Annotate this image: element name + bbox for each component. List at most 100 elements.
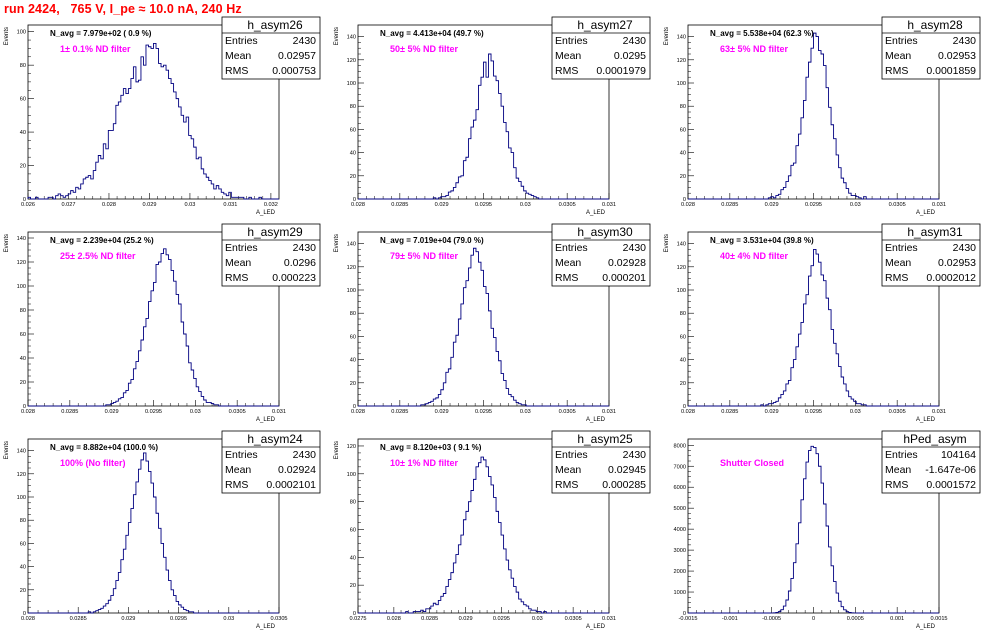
x-tick-label: 0.0285 (391, 202, 408, 208)
histogram-svg: 0.028 0.0285 0.029 0.0295 0.03 0.0305 0.031 0 20… (334, 16, 651, 216)
x-tick-label: 0.029 (459, 616, 473, 622)
y-tick-label: 140 (347, 242, 356, 248)
stat-key-rms: RMS (225, 272, 248, 284)
x-tick-label: 0.0295 (145, 409, 162, 415)
x-tick-label: 0.0295 (805, 409, 822, 415)
x-tick-label: 0.028 (681, 202, 695, 208)
y-tick-label: 0 (683, 197, 686, 203)
stats-box (221, 16, 321, 80)
x-tick-label: 0.028 (21, 409, 35, 415)
x-axis-label: A_LED (916, 210, 936, 216)
x-tick-label: 0.03 (520, 202, 531, 208)
stat-value-rms: 0.0002012 (926, 272, 976, 284)
filter-label: 63± 5% ND filter (720, 44, 788, 54)
x-tick-label: -0.0005 (762, 616, 781, 622)
x-tick-label: 0.0295 (170, 616, 187, 622)
y-tick-label: 4000 (674, 527, 686, 533)
histogram-title: h_asym29 (247, 225, 303, 239)
histogram-series (28, 452, 279, 614)
histogram-svg: 0.026 0.027 0.028 0.029 0.03 0.031 0.032 0 20 40 6… (4, 16, 321, 216)
stat-value-mean: 0.02924 (278, 464, 316, 476)
y-tick-label: 20 (680, 381, 686, 387)
stat-value-entries: 2430 (623, 449, 647, 461)
x-tick-label: 0.0295 (475, 409, 492, 415)
y-tick-label: 120 (347, 265, 356, 271)
x-tick-label: 0.0285 (391, 409, 408, 415)
histogram-pad-h_asym25: 0.0275 0.028 0.0285 0.029 0.0295 0.03 0.0305 0.… (330, 430, 660, 635)
stat-key-mean: Mean (885, 50, 911, 62)
x-tick-label: 0.0305 (229, 409, 246, 415)
n-avg-text: N_avg = 8.120e+03 ( 9.1 %) (380, 443, 482, 452)
x-tick-label: 0.029 (765, 409, 779, 415)
stat-value-mean: -1.647e-06 (925, 464, 976, 476)
stat-value-rms: 0.000753 (272, 65, 316, 77)
x-tick-label: -0.001 (722, 616, 738, 622)
y-tick-label: 40 (20, 130, 26, 136)
histogram-pad-h_asym24: 0.028 0.0285 0.029 0.0295 0.03 0.0305 0 20 40 60 8… (0, 430, 330, 635)
y-tick-label: 2000 (674, 569, 686, 575)
x-tick-label: 0.0305 (559, 202, 576, 208)
x-tick-label: 0.03 (223, 616, 234, 622)
x-tick-label: 0.028 (351, 202, 365, 208)
y-tick-label: 120 (347, 444, 356, 450)
y-axis-label: Events (334, 234, 340, 252)
x-tick-label: 0.028 (351, 409, 365, 415)
y-tick-label: 0 (353, 404, 356, 410)
y-tick-label: 0 (23, 611, 26, 617)
stat-value-mean: 0.02928 (608, 257, 646, 269)
stat-key-mean: Mean (555, 464, 581, 476)
stat-value-entries: 2430 (293, 35, 317, 47)
y-axis-label: Events (4, 234, 10, 252)
stat-value-rms: 0.0001979 (596, 65, 646, 77)
stats-box (551, 223, 651, 287)
stat-key-rms: RMS (555, 272, 578, 284)
x-tick-label: 0.027 (61, 202, 75, 208)
histogram-series (688, 445, 939, 614)
stat-value-mean: 0.02957 (278, 50, 316, 62)
histogram-title: hPed_asym (903, 432, 966, 446)
stats-box (221, 223, 321, 287)
y-tick-label: 0 (353, 611, 356, 617)
y-tick-label: 0 (353, 197, 356, 203)
x-tick-label: 0.03 (850, 202, 861, 208)
n-avg-text: N_avg = 8.882e+04 (100.0 %) (50, 443, 158, 452)
y-tick-label: 20 (350, 174, 356, 180)
y-tick-label: 80 (20, 308, 26, 314)
histogram-svg: 0.028 0.0285 0.029 0.0295 0.03 0.0305 0.031 0 20… (334, 223, 651, 423)
histogram-pad-h_asym27: 0.028 0.0285 0.029 0.0295 0.03 0.0305 0.031 0 20… (330, 16, 660, 221)
y-tick-label: 60 (350, 334, 356, 340)
y-axis-label: Events (4, 441, 10, 459)
stat-value-mean: 0.02945 (608, 464, 646, 476)
stat-value-rms: 0.0001859 (926, 65, 976, 77)
stats-box (221, 430, 321, 494)
y-tick-label: 140 (677, 35, 686, 41)
histogram-svg: -0.0015 -0.001 -0.0005 0 0.0005 0.001 0.0015 0 1… (674, 430, 981, 630)
x-tick-label: 0.029 (435, 202, 449, 208)
x-tick-label: 0.0005 (847, 616, 864, 622)
histogram-pad-hPed_asym: -0.0015 -0.001 -0.0005 0 0.0005 0.001 0.0015 0 1… (660, 430, 990, 635)
x-tick-label: 0.0305 (565, 616, 582, 622)
histogram-title: h_asym30 (577, 225, 633, 239)
x-axis-label: A_LED (916, 624, 936, 630)
x-axis-label: A_LED (586, 624, 606, 630)
x-tick-label: 0.028 (102, 202, 116, 208)
y-tick-label: 40 (680, 358, 686, 364)
stat-key-mean: Mean (225, 257, 251, 269)
stat-value-entries: 2430 (293, 242, 317, 254)
x-tick-label: 0.001 (890, 616, 904, 622)
x-tick-label: 0.0305 (559, 409, 576, 415)
y-tick-label: 40 (350, 151, 356, 157)
y-tick-label: 20 (20, 164, 26, 170)
y-tick-label: 7000 (674, 464, 686, 470)
stat-value-rms: 0.0002101 (266, 479, 316, 491)
y-tick-label: 0 (683, 404, 686, 410)
stat-key-rms: RMS (225, 65, 248, 77)
stat-value-entries: 2430 (953, 242, 977, 254)
x-tick-label: 0.029 (435, 409, 449, 415)
filter-label: 50± 5% ND filter (390, 44, 458, 54)
x-axis-label: A_LED (916, 417, 936, 423)
y-tick-label: 140 (17, 236, 26, 242)
histogram-svg: 0.028 0.0285 0.029 0.0295 0.03 0.0305 0 20 40 60 8… (4, 430, 321, 630)
x-tick-label: 0.028 (21, 616, 35, 622)
y-tick-label: 40 (350, 358, 356, 364)
